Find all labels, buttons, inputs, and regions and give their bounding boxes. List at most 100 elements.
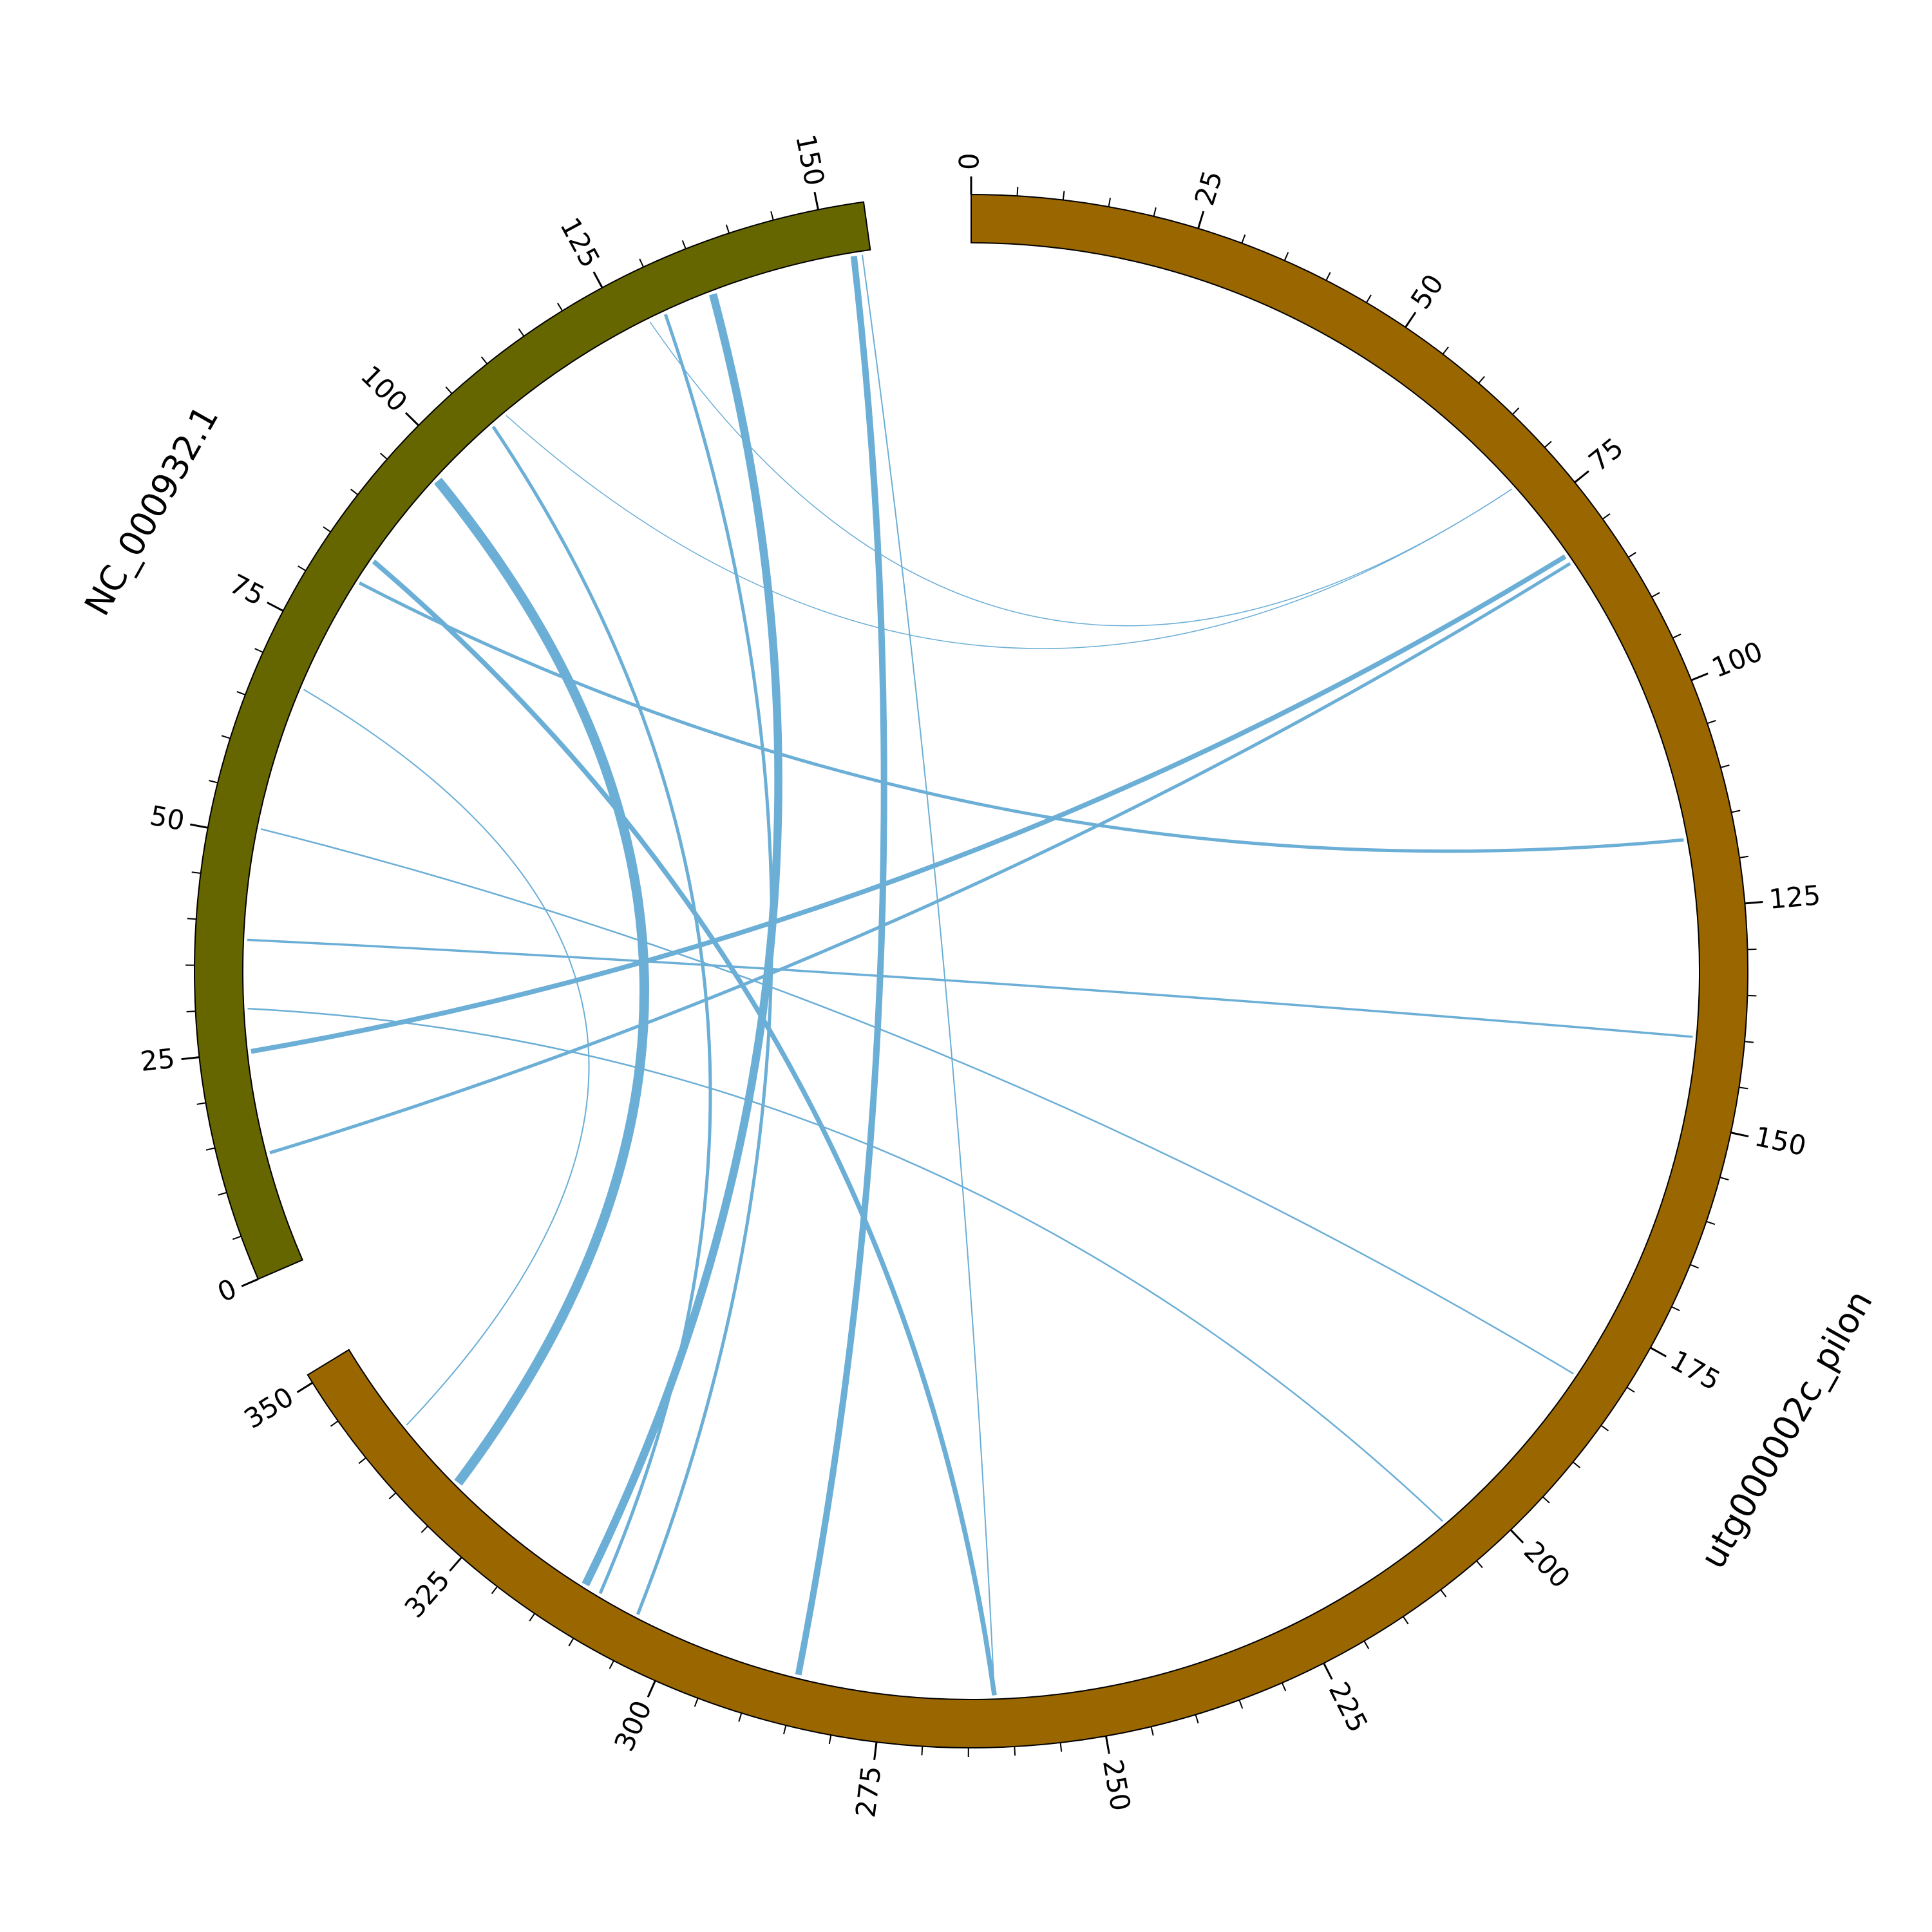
minor-tick [1739,1086,1748,1090]
major-tick [1104,1736,1110,1754]
tick-label: 300 [608,1696,658,1756]
link [247,938,1693,1038]
minor-tick [218,1191,227,1196]
minor-tick [738,1712,743,1722]
major-tick [1574,470,1589,484]
link [636,314,773,1615]
minor-tick [1153,207,1157,217]
major-tick [592,271,603,289]
tick-label: 150 [1752,1121,1809,1162]
minor-tick [1440,1589,1447,1598]
minor-tick [568,1638,574,1647]
minor-tick [421,1525,428,1533]
minor-tick [725,224,730,234]
minor-tick [298,565,307,571]
minor-tick [1627,552,1636,558]
minor-tick [221,735,231,739]
link [251,554,1567,1054]
minor-tick [1476,1560,1483,1568]
minor-tick [232,1235,242,1240]
minor-tick [1544,440,1552,448]
minor-tick [323,526,331,533]
minor-tick [388,1492,397,1500]
minor-tick [1542,1496,1550,1504]
major-tick [813,191,819,210]
tick-label: 0 [213,1273,242,1309]
minor-tick [491,1586,498,1595]
major-tick [1730,1132,1749,1138]
segment [194,201,871,1280]
major-tick [241,1278,259,1287]
minor-tick [1706,1220,1716,1226]
minor-tick [828,1735,832,1745]
minor-tick [1739,855,1749,858]
minor-tick [1707,719,1716,724]
major-tick [1650,1347,1667,1358]
tick-label: 125 [1768,879,1822,915]
minor-tick [1366,294,1372,303]
major-tick [181,1056,200,1061]
tick-label: 150 [790,131,831,188]
minor-tick [330,1420,339,1427]
link [434,477,649,1486]
minor-tick [1671,1306,1680,1312]
minor-tick [187,918,196,920]
major-tick [189,823,209,829]
link [303,688,590,1426]
link [372,559,997,1696]
tick-label: 100 [355,359,413,418]
major-tick [873,1741,878,1760]
major-tick [1690,672,1709,681]
minor-tick [1241,234,1246,243]
minor-tick [1281,1682,1287,1692]
minor-tick [1150,1726,1154,1736]
tick-label: 275 [849,1764,887,1819]
minor-tick [191,871,201,875]
tick-label: 250 [1097,1757,1137,1813]
minor-tick [1731,810,1741,813]
minor-tick [1403,1616,1409,1625]
minor-tick [1651,592,1660,598]
major-tick [1405,312,1417,328]
tick-label: 200 [1518,1535,1577,1595]
link [358,581,1684,853]
minor-tick [609,1660,614,1669]
major-tick [404,412,419,426]
minor-tick [681,240,687,249]
minor-tick [1478,375,1485,384]
minor-tick [518,328,525,337]
minor-tick [358,1457,366,1464]
minor-tick [556,303,564,312]
minor-tick [529,1613,535,1622]
minor-tick [1195,1714,1199,1724]
minor-tick [480,356,488,365]
link [795,256,887,1676]
minor-tick [1720,764,1730,768]
minor-tick [694,1698,699,1707]
tick-label: 325 [399,1564,457,1624]
link [582,293,782,1587]
minor-tick [1690,1264,1699,1269]
minor-tick [1600,1425,1609,1432]
minor-tick [1238,1700,1244,1709]
major-tick [296,1381,314,1394]
minor-tick [639,258,644,268]
minor-tick [1626,1387,1635,1393]
major-tick [1197,211,1205,229]
tick-label: 0 [954,153,985,170]
minor-tick [770,211,774,221]
minor-tick [1602,513,1611,520]
minor-tick [1512,407,1520,415]
minor-tick [1572,1461,1581,1468]
link [247,1007,1443,1522]
minor-tick [350,488,359,495]
minor-tick [1062,191,1065,200]
tick-label: 225 [1323,1677,1374,1738]
minor-tick [254,648,263,653]
minor-tick [236,691,246,696]
minor-tick [1442,346,1449,355]
minor-tick [379,453,388,460]
minor-tick [1283,252,1289,261]
tick-label: 75 [1582,431,1629,478]
